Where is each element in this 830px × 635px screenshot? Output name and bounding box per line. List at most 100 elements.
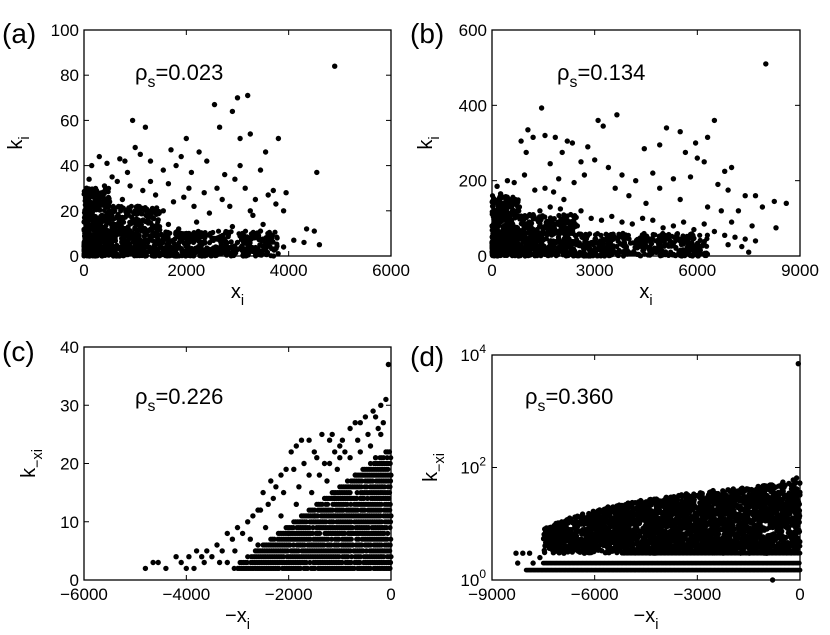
data-point — [387, 559, 394, 566]
data-point — [186, 554, 192, 560]
data-point — [511, 230, 517, 236]
data-point — [231, 565, 237, 572]
data-point — [562, 239, 568, 245]
data-point — [381, 554, 387, 560]
data-point — [125, 252, 131, 258]
data-point — [285, 548, 291, 554]
data-point — [547, 204, 553, 210]
data-point — [367, 565, 373, 572]
data-point — [493, 199, 499, 205]
data-point — [132, 247, 138, 253]
data-point — [682, 149, 689, 156]
data-point — [718, 208, 724, 214]
data-point — [165, 221, 172, 228]
data-point — [383, 396, 389, 403]
data-point — [321, 460, 328, 467]
data-point — [609, 213, 615, 220]
y-tick-label: 100 — [51, 21, 79, 40]
data-point — [348, 519, 354, 525]
y-axis-label: ki — [415, 136, 443, 149]
data-point — [283, 466, 289, 472]
data-point — [280, 489, 287, 496]
data-point — [662, 252, 668, 258]
data-point — [123, 228, 130, 234]
data-point — [598, 217, 605, 223]
data-point — [518, 230, 524, 236]
data-point — [704, 134, 711, 140]
data-point — [514, 225, 520, 231]
data-point — [123, 246, 129, 252]
data-point — [386, 495, 392, 501]
data-point — [303, 226, 310, 232]
y-tick-label: 400 — [459, 96, 487, 115]
x-tick-label: 0 — [487, 261, 496, 280]
x-tick-label: 3000 — [576, 261, 614, 280]
data-point — [109, 174, 115, 180]
data-point — [571, 218, 577, 224]
data-point — [250, 513, 256, 519]
data-point — [501, 200, 507, 206]
data-point — [184, 243, 190, 249]
data-point — [250, 212, 256, 218]
data-point — [314, 455, 320, 461]
data-point — [564, 225, 570, 232]
data-point — [689, 240, 695, 246]
data-point — [525, 127, 531, 133]
data-point — [214, 185, 220, 191]
data-point — [117, 156, 123, 162]
data-point — [572, 213, 578, 219]
data-point — [763, 61, 769, 67]
data-point — [581, 172, 588, 178]
data-point — [388, 455, 394, 461]
data-point — [629, 221, 635, 227]
data-point — [271, 253, 277, 259]
data-point — [601, 253, 608, 259]
data-point — [548, 245, 555, 251]
data-point — [303, 519, 309, 525]
data-point — [268, 478, 274, 484]
data-point — [499, 218, 505, 224]
data-point — [183, 565, 189, 572]
data-point — [380, 420, 386, 426]
data-point — [494, 183, 500, 189]
data-point — [702, 250, 708, 256]
data-point — [742, 193, 748, 199]
scatter-points — [142, 361, 394, 572]
data-point — [528, 245, 534, 251]
data-point — [578, 159, 584, 165]
data-point — [582, 252, 589, 258]
data-point — [626, 236, 632, 242]
data-point — [489, 203, 496, 209]
data-point — [140, 205, 146, 212]
data-point — [81, 240, 87, 247]
data-point — [288, 449, 294, 455]
data-point — [245, 554, 251, 560]
data-point — [352, 420, 358, 426]
data-point — [257, 228, 264, 234]
data-point — [112, 208, 118, 214]
data-point — [742, 236, 748, 242]
data-point — [260, 221, 266, 228]
data-point — [329, 507, 335, 513]
data-point — [348, 536, 354, 542]
data-point — [83, 199, 90, 205]
data-point — [179, 238, 185, 244]
data-point — [84, 219, 91, 225]
data-point — [173, 554, 179, 560]
spearman-annotation: ρs=0.226 — [135, 384, 223, 415]
data-point — [106, 195, 112, 201]
data-point — [283, 190, 289, 196]
x-tick-label: 9000 — [781, 261, 819, 280]
data-point — [387, 507, 393, 513]
data-point — [319, 431, 325, 438]
data-point — [124, 238, 130, 244]
data-point — [316, 242, 323, 248]
data-point — [219, 196, 225, 203]
data-point — [354, 507, 361, 513]
y-tick-label: 10 — [60, 513, 79, 532]
data-point — [538, 247, 544, 253]
data-point — [276, 565, 282, 572]
data-point — [532, 187, 538, 193]
data-point — [224, 246, 230, 252]
